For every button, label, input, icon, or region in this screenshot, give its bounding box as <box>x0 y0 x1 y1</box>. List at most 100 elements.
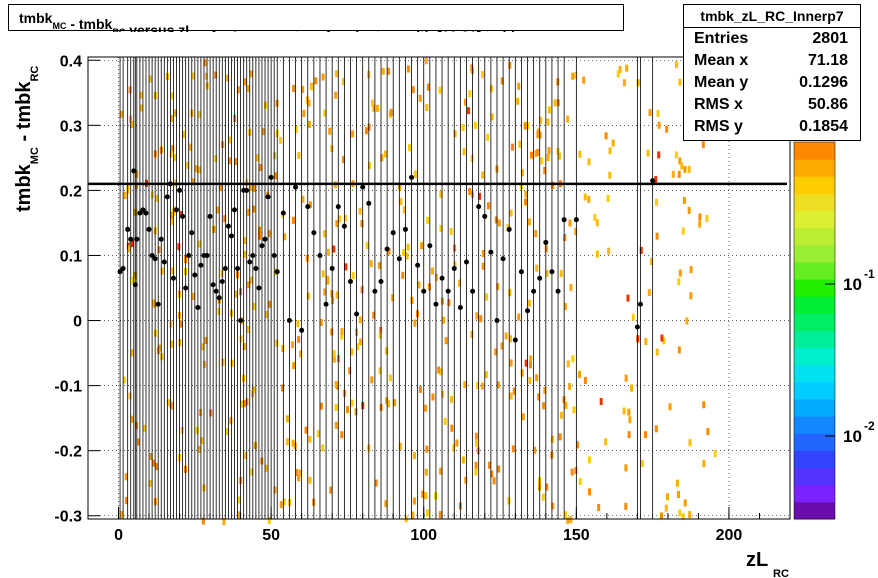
heatmap-bin <box>474 461 478 469</box>
heatmap-bin <box>535 374 539 382</box>
heatmap-bin <box>618 66 622 74</box>
heatmap-bin <box>649 258 653 266</box>
heatmap-bin <box>439 368 443 376</box>
profile-point <box>286 318 292 324</box>
heatmap-bin <box>329 486 333 494</box>
colorbar-cell <box>794 296 835 314</box>
profile-point <box>137 210 143 216</box>
x-axis-label: zL RC <box>746 549 789 578</box>
profile-point <box>204 252 210 258</box>
heatmap-bin <box>702 460 706 468</box>
heatmap-bin <box>706 428 710 436</box>
heatmap-bin <box>308 201 312 209</box>
heatmap-bin <box>296 320 300 328</box>
heatmap-bin <box>377 262 381 270</box>
profile-point <box>637 301 643 307</box>
heatmap-bin <box>258 164 262 172</box>
heatmap-bin <box>557 152 561 160</box>
heatmap-bin <box>687 206 691 214</box>
heatmap-bin <box>314 77 318 85</box>
profile-point <box>409 174 415 180</box>
heatmap-bin <box>307 99 311 107</box>
stats-label: RMS x <box>694 96 743 113</box>
heatmap-bin <box>128 86 132 94</box>
profile-point <box>488 249 494 255</box>
heatmap-bin <box>120 511 124 519</box>
colorbar-cell <box>794 210 835 229</box>
heatmap-bin <box>166 398 170 406</box>
heatmap-bin <box>222 518 226 526</box>
profile-point <box>222 265 228 271</box>
heatmap-bin <box>195 427 199 435</box>
heatmap-bin <box>701 141 705 149</box>
stats-row-mean-x: Mean x 71.18 <box>684 50 860 72</box>
heatmap-bin <box>574 228 578 236</box>
heatmap-bin <box>668 403 672 411</box>
heatmap-bin <box>489 85 493 93</box>
x-tick-label: 0 <box>114 527 123 544</box>
heatmap-bin <box>124 473 128 481</box>
heatmap-bin <box>478 192 482 200</box>
heatmap-bin <box>640 459 644 467</box>
heatmap-bin <box>305 254 309 262</box>
heatmap-bin <box>628 416 632 424</box>
profile-point <box>213 288 219 294</box>
heatmap-bin <box>536 131 540 139</box>
heatmap-bin <box>350 348 354 356</box>
heatmap-bin <box>497 465 501 473</box>
heatmap-bin <box>463 381 467 389</box>
heatmap-bin <box>453 130 457 138</box>
heatmap-bin <box>467 107 471 115</box>
heatmap-bin <box>473 121 477 129</box>
y-axis-label: tmbkMC - tmbkRC <box>13 66 41 212</box>
heatmap-bin <box>587 158 591 166</box>
heatmap-bin <box>439 467 443 475</box>
heatmap-bin <box>644 338 648 346</box>
heatmap-bin <box>546 118 550 126</box>
profile-point <box>274 269 280 275</box>
heatmap-bin <box>247 281 251 289</box>
colorbar-cell <box>794 261 835 280</box>
profile-point <box>216 295 222 301</box>
profile-point <box>146 226 152 232</box>
profile-point <box>323 301 329 307</box>
heatmap-bin <box>566 360 570 368</box>
heatmap-bin <box>626 294 630 302</box>
profile-point <box>451 265 457 271</box>
heatmap-bin <box>636 79 640 87</box>
heatmap-bin <box>418 385 422 393</box>
heatmap-bin <box>258 226 262 234</box>
heatmap-bin <box>418 94 422 102</box>
heatmap-bin <box>308 476 312 484</box>
x-axis-ticks: 0 50 100 150 200 <box>87 507 791 544</box>
heatmap-bin <box>595 219 599 227</box>
heatmap-bin <box>252 386 256 394</box>
heatmap-bin <box>608 147 612 155</box>
heatmap-bin <box>496 283 500 291</box>
stats-label: RMS y <box>694 118 743 135</box>
heatmap-bin <box>139 91 143 99</box>
heatmap-bin <box>204 72 208 80</box>
heatmap-bin <box>197 240 201 248</box>
heatmap-bin <box>547 147 551 155</box>
heatmap-bin <box>334 404 338 412</box>
profile-point <box>189 230 195 236</box>
heatmap-bin <box>214 71 218 79</box>
profile-point <box>433 301 439 307</box>
heatmap-bin <box>200 437 204 445</box>
heatmap-bin <box>170 115 174 123</box>
colorbar-cell <box>794 159 835 177</box>
heatmap-bin <box>368 162 372 170</box>
y-tick-label: -0.2 <box>54 444 82 461</box>
heatmap-bin <box>607 247 611 255</box>
heatmap-bin <box>413 170 417 178</box>
y-tick-label: -0.1 <box>54 379 82 396</box>
heatmap-bin <box>281 345 285 353</box>
heatmap-bin <box>508 61 512 69</box>
heatmap-bin <box>576 441 580 449</box>
heatmap-bin <box>595 250 599 258</box>
heatmap-bin <box>500 342 504 350</box>
heatmap-bin <box>566 517 570 525</box>
heatmap-bin <box>307 121 311 129</box>
heatmap-bin <box>431 267 435 275</box>
